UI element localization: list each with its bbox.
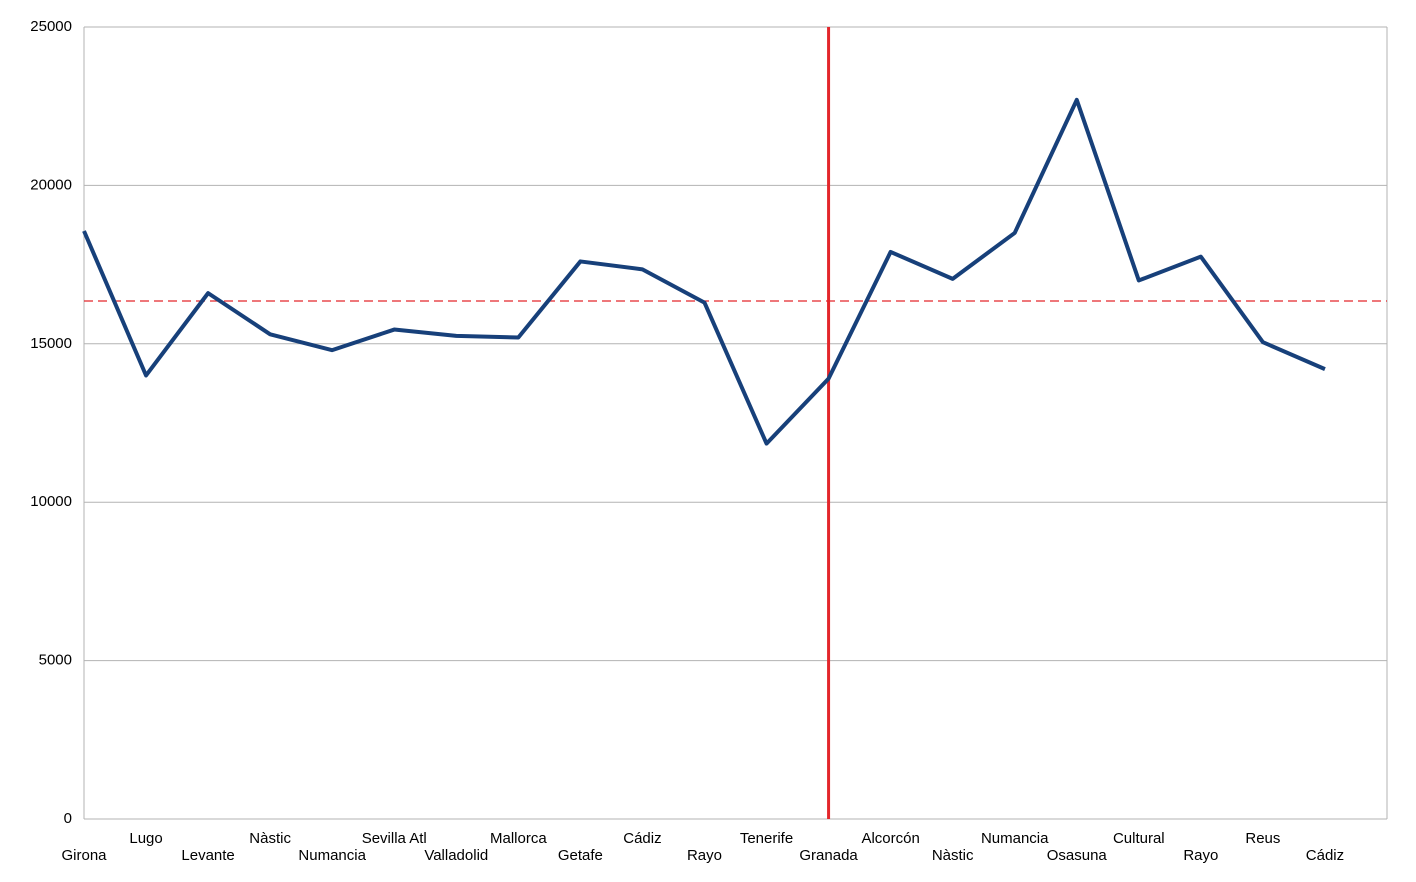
x-tick-label: Reus <box>1245 830 1280 847</box>
x-tick-label: Girona <box>61 847 107 864</box>
x-tick-label: Alcorcón <box>861 830 919 847</box>
y-tick-label: 10000 <box>30 493 72 510</box>
x-tick-label: Rayo <box>1183 847 1218 864</box>
x-tick-label: Cádiz <box>623 830 661 847</box>
x-tick-label: Nàstic <box>932 847 974 864</box>
x-tick-label: Getafe <box>558 847 603 864</box>
y-tick-label: 25000 <box>30 18 72 35</box>
y-tick-label: 15000 <box>30 335 72 352</box>
y-tick-label: 5000 <box>39 652 72 669</box>
x-tick-label: Nàstic <box>249 830 291 847</box>
x-tick-label: Valladolid <box>424 847 488 864</box>
x-tick-label: Lugo <box>129 830 162 847</box>
y-tick-label: 20000 <box>30 176 72 193</box>
x-tick-label: Numancia <box>298 847 366 864</box>
data-line <box>82 97 1326 446</box>
x-tick-label: Cultural <box>1113 830 1165 847</box>
x-tick-label: Cádiz <box>1306 847 1344 864</box>
x-tick-label: Rayo <box>687 847 722 864</box>
x-tick-label: Numancia <box>981 830 1049 847</box>
x-tick-label: Mallorca <box>490 830 547 847</box>
y-tick-label: 0 <box>64 810 72 827</box>
x-tick-label: Levante <box>181 847 234 864</box>
x-tick-label: Sevilla Atl <box>362 830 427 847</box>
x-tick-label: Granada <box>799 847 858 864</box>
x-tick-label: Tenerife <box>740 830 793 847</box>
x-tick-label: Osasuna <box>1047 847 1108 864</box>
